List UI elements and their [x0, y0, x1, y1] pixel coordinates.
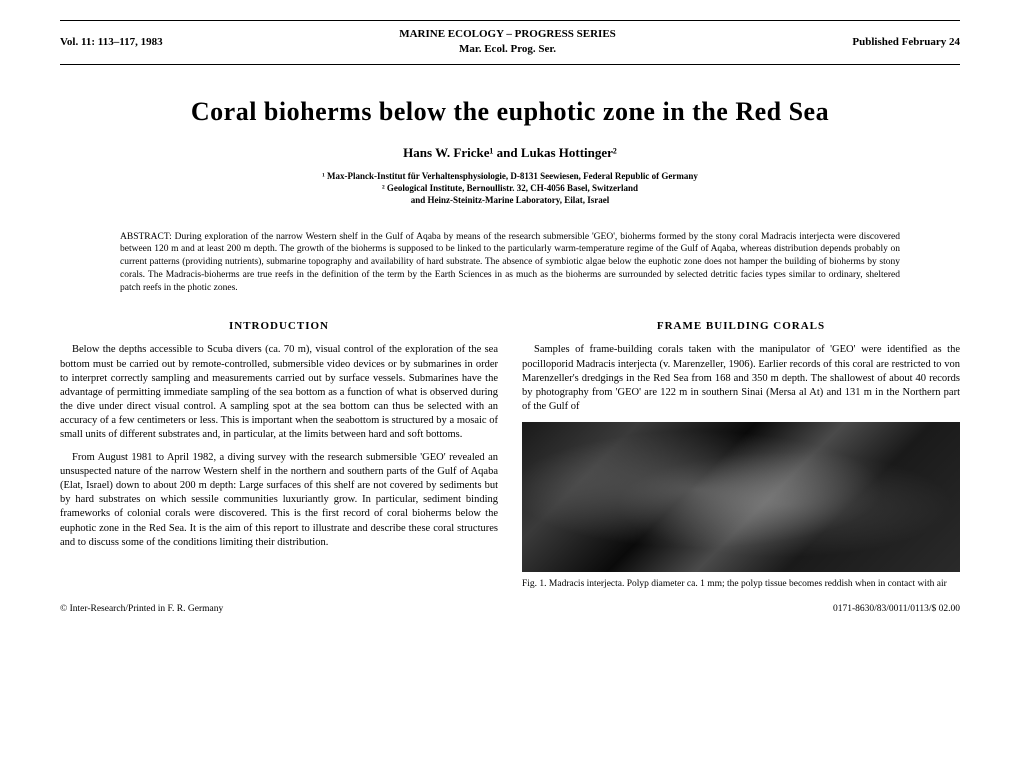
copyright-text: © Inter-Research/Printed in F. R. German…: [60, 603, 223, 615]
abstract: ABSTRACT: During exploration of the narr…: [120, 231, 900, 295]
figure-1-image: [522, 422, 960, 572]
issn-code: 0171-8630/83/0011/0113/$ 02.00: [833, 603, 960, 615]
journal-header: Vol. 11: 113–117, 1983 MARINE ECOLOGY – …: [60, 20, 960, 65]
intro-paragraph-2: From August 1981 to April 1982, a diving…: [60, 451, 498, 550]
body-columns: INTRODUCTION Below the depths accessible…: [60, 319, 960, 591]
section-heading-frame-building: FRAME BUILDING CORALS: [522, 319, 960, 334]
journal-name: MARINE ECOLOGY – PROGRESS SERIES Mar. Ec…: [399, 27, 616, 58]
publish-date: Published February 24: [852, 35, 960, 49]
right-column: FRAME BUILDING CORALS Samples of frame-b…: [522, 319, 960, 591]
affiliation-2: ² Geological Institute, Bernoullistr. 32…: [60, 183, 960, 195]
affiliation-1: ¹ Max-Planck-Institut für Verhaltensphys…: [60, 171, 960, 183]
frame-paragraph-1: Samples of frame-building corals taken w…: [522, 343, 960, 414]
left-column: INTRODUCTION Below the depths accessible…: [60, 319, 498, 591]
journal-name-line2: Mar. Ecol. Prog. Ser.: [399, 42, 616, 57]
volume-info: Vol. 11: 113–117, 1983: [60, 35, 163, 49]
section-heading-introduction: INTRODUCTION: [60, 319, 498, 334]
affiliations: ¹ Max-Planck-Institut für Verhaltensphys…: [60, 171, 960, 206]
intro-paragraph-1: Below the depths accessible to Scuba div…: [60, 343, 498, 442]
affiliation-3: and Heinz-Steinitz-Marine Laboratory, Ei…: [60, 195, 960, 207]
journal-name-line1: MARINE ECOLOGY – PROGRESS SERIES: [399, 27, 616, 42]
authors: Hans W. Fricke¹ and Lukas Hottinger²: [60, 145, 960, 162]
figure-1-caption: Fig. 1. Madracis interjecta. Polyp diame…: [522, 578, 960, 590]
page-footer: © Inter-Research/Printed in F. R. German…: [60, 603, 960, 615]
article-title: Coral bioherms below the euphotic zone i…: [60, 95, 960, 129]
